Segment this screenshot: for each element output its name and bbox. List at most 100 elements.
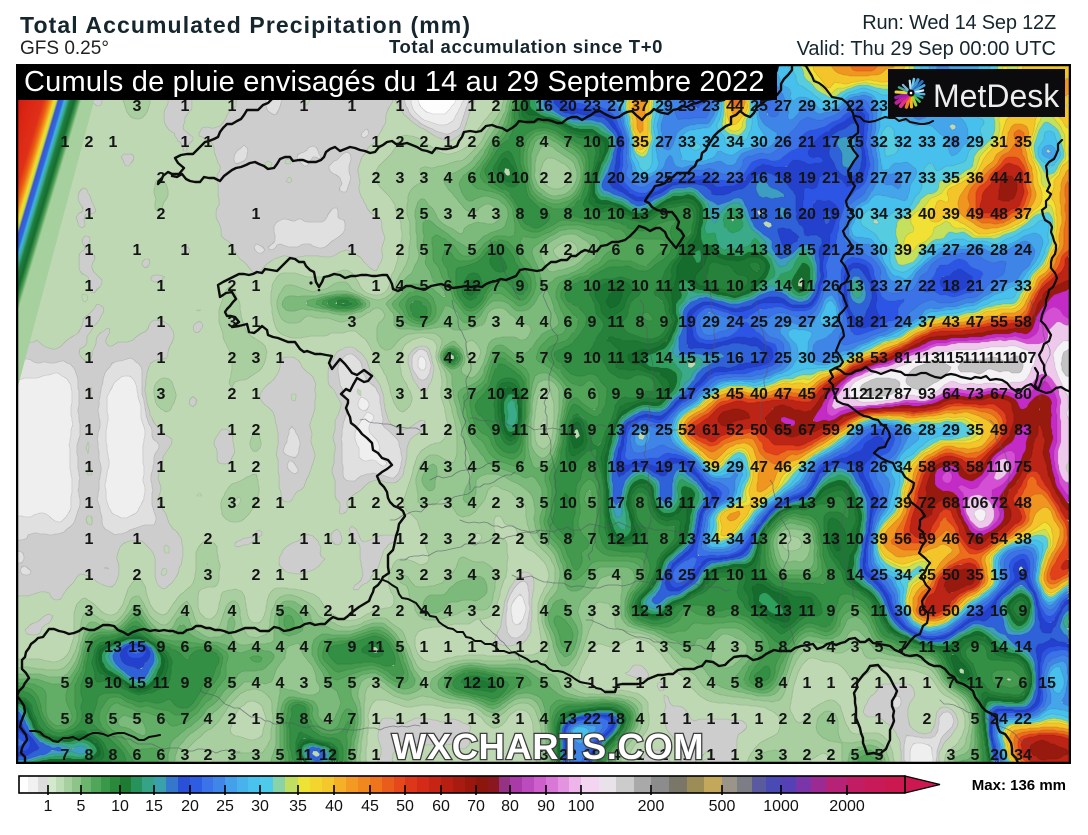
svg-text:4: 4 bbox=[468, 206, 477, 223]
svg-text:31: 31 bbox=[726, 495, 744, 512]
svg-text:2: 2 bbox=[228, 386, 237, 403]
svg-text:1: 1 bbox=[420, 711, 429, 728]
svg-text:9: 9 bbox=[85, 675, 94, 692]
svg-text:4: 4 bbox=[612, 747, 621, 764]
svg-text:24: 24 bbox=[990, 711, 1008, 728]
svg-text:1: 1 bbox=[157, 278, 166, 295]
svg-text:23: 23 bbox=[870, 278, 888, 295]
svg-text:7: 7 bbox=[444, 675, 453, 692]
svg-text:5: 5 bbox=[540, 459, 549, 476]
svg-text:1: 1 bbox=[444, 711, 453, 728]
svg-text:27: 27 bbox=[942, 242, 960, 259]
svg-text:MetDesk: MetDesk bbox=[933, 78, 1060, 114]
svg-text:6: 6 bbox=[157, 747, 166, 764]
svg-text:2: 2 bbox=[204, 747, 213, 764]
svg-text:12: 12 bbox=[607, 531, 625, 548]
svg-text:19: 19 bbox=[678, 314, 696, 331]
svg-text:1: 1 bbox=[899, 675, 908, 692]
svg-text:13: 13 bbox=[631, 206, 649, 223]
svg-text:1: 1 bbox=[492, 639, 501, 656]
svg-text:1: 1 bbox=[85, 350, 94, 367]
svg-text:1: 1 bbox=[324, 531, 333, 548]
svg-text:29: 29 bbox=[846, 422, 864, 439]
svg-text:5: 5 bbox=[540, 675, 549, 692]
svg-text:70: 70 bbox=[467, 798, 485, 815]
svg-text:11: 11 bbox=[368, 639, 385, 656]
svg-text:20: 20 bbox=[181, 798, 199, 815]
svg-text:5: 5 bbox=[971, 747, 980, 764]
svg-text:4: 4 bbox=[276, 639, 285, 656]
svg-text:5: 5 bbox=[851, 747, 860, 764]
svg-text:22: 22 bbox=[583, 711, 601, 728]
svg-text:14: 14 bbox=[726, 242, 744, 259]
svg-text:3: 3 bbox=[228, 747, 237, 764]
svg-text:3: 3 bbox=[228, 314, 237, 331]
svg-text:106: 106 bbox=[962, 495, 989, 512]
svg-text:13: 13 bbox=[631, 350, 649, 367]
svg-text:9: 9 bbox=[1019, 603, 1028, 620]
svg-text:34: 34 bbox=[894, 459, 912, 476]
svg-text:28: 28 bbox=[990, 242, 1008, 259]
svg-text:10: 10 bbox=[726, 567, 744, 584]
svg-text:7: 7 bbox=[899, 639, 908, 656]
svg-text:15: 15 bbox=[128, 639, 146, 656]
svg-text:19: 19 bbox=[798, 170, 816, 187]
svg-text:2: 2 bbox=[204, 531, 213, 548]
svg-text:5: 5 bbox=[420, 242, 429, 259]
svg-text:1: 1 bbox=[204, 134, 213, 151]
svg-text:9: 9 bbox=[660, 314, 669, 331]
svg-text:7: 7 bbox=[564, 639, 573, 656]
svg-text:3: 3 bbox=[492, 711, 501, 728]
svg-text:30: 30 bbox=[798, 350, 816, 367]
svg-text:46: 46 bbox=[942, 531, 960, 548]
svg-text:27: 27 bbox=[774, 98, 792, 115]
svg-text:17: 17 bbox=[678, 459, 696, 476]
svg-text:1: 1 bbox=[157, 350, 166, 367]
svg-text:54: 54 bbox=[990, 531, 1008, 548]
svg-text:13: 13 bbox=[822, 531, 840, 548]
svg-text:1: 1 bbox=[612, 675, 621, 692]
svg-text:50: 50 bbox=[942, 567, 960, 584]
svg-text:13: 13 bbox=[678, 278, 696, 295]
svg-text:33: 33 bbox=[678, 134, 696, 151]
svg-text:29: 29 bbox=[702, 314, 720, 331]
svg-text:21: 21 bbox=[774, 495, 792, 512]
svg-text:5: 5 bbox=[396, 314, 405, 331]
svg-text:20: 20 bbox=[990, 747, 1008, 764]
svg-text:6: 6 bbox=[157, 711, 166, 728]
svg-text:8: 8 bbox=[707, 603, 716, 620]
svg-text:23: 23 bbox=[583, 98, 601, 115]
svg-text:4: 4 bbox=[827, 639, 836, 656]
svg-text:2: 2 bbox=[588, 639, 597, 656]
svg-text:3: 3 bbox=[444, 567, 453, 584]
svg-text:13: 13 bbox=[655, 603, 673, 620]
svg-text:10: 10 bbox=[583, 350, 601, 367]
svg-text:1: 1 bbox=[85, 278, 94, 295]
svg-text:10: 10 bbox=[631, 278, 649, 295]
svg-text:2: 2 bbox=[540, 386, 549, 403]
svg-text:21: 21 bbox=[870, 314, 888, 331]
svg-text:12: 12 bbox=[463, 675, 481, 692]
svg-text:10: 10 bbox=[511, 170, 529, 187]
svg-text:29: 29 bbox=[798, 98, 816, 115]
svg-text:6: 6 bbox=[468, 170, 477, 187]
svg-text:17: 17 bbox=[870, 422, 888, 439]
svg-text:8: 8 bbox=[516, 134, 525, 151]
svg-text:2: 2 bbox=[157, 206, 166, 223]
svg-text:29: 29 bbox=[774, 314, 792, 331]
svg-text:1: 1 bbox=[468, 711, 477, 728]
svg-text:5: 5 bbox=[683, 639, 692, 656]
svg-text:10: 10 bbox=[511, 98, 529, 115]
svg-text:3: 3 bbox=[157, 386, 166, 403]
svg-text:1: 1 bbox=[372, 531, 381, 548]
svg-text:7: 7 bbox=[564, 134, 573, 151]
svg-text:1: 1 bbox=[228, 422, 237, 439]
svg-text:2: 2 bbox=[396, 134, 405, 151]
svg-text:2: 2 bbox=[85, 134, 94, 151]
svg-text:500: 500 bbox=[709, 798, 736, 815]
svg-text:9: 9 bbox=[588, 422, 597, 439]
svg-text:21: 21 bbox=[822, 170, 840, 187]
svg-text:4: 4 bbox=[420, 459, 429, 476]
svg-text:1: 1 bbox=[396, 98, 405, 115]
svg-text:2: 2 bbox=[324, 603, 333, 620]
